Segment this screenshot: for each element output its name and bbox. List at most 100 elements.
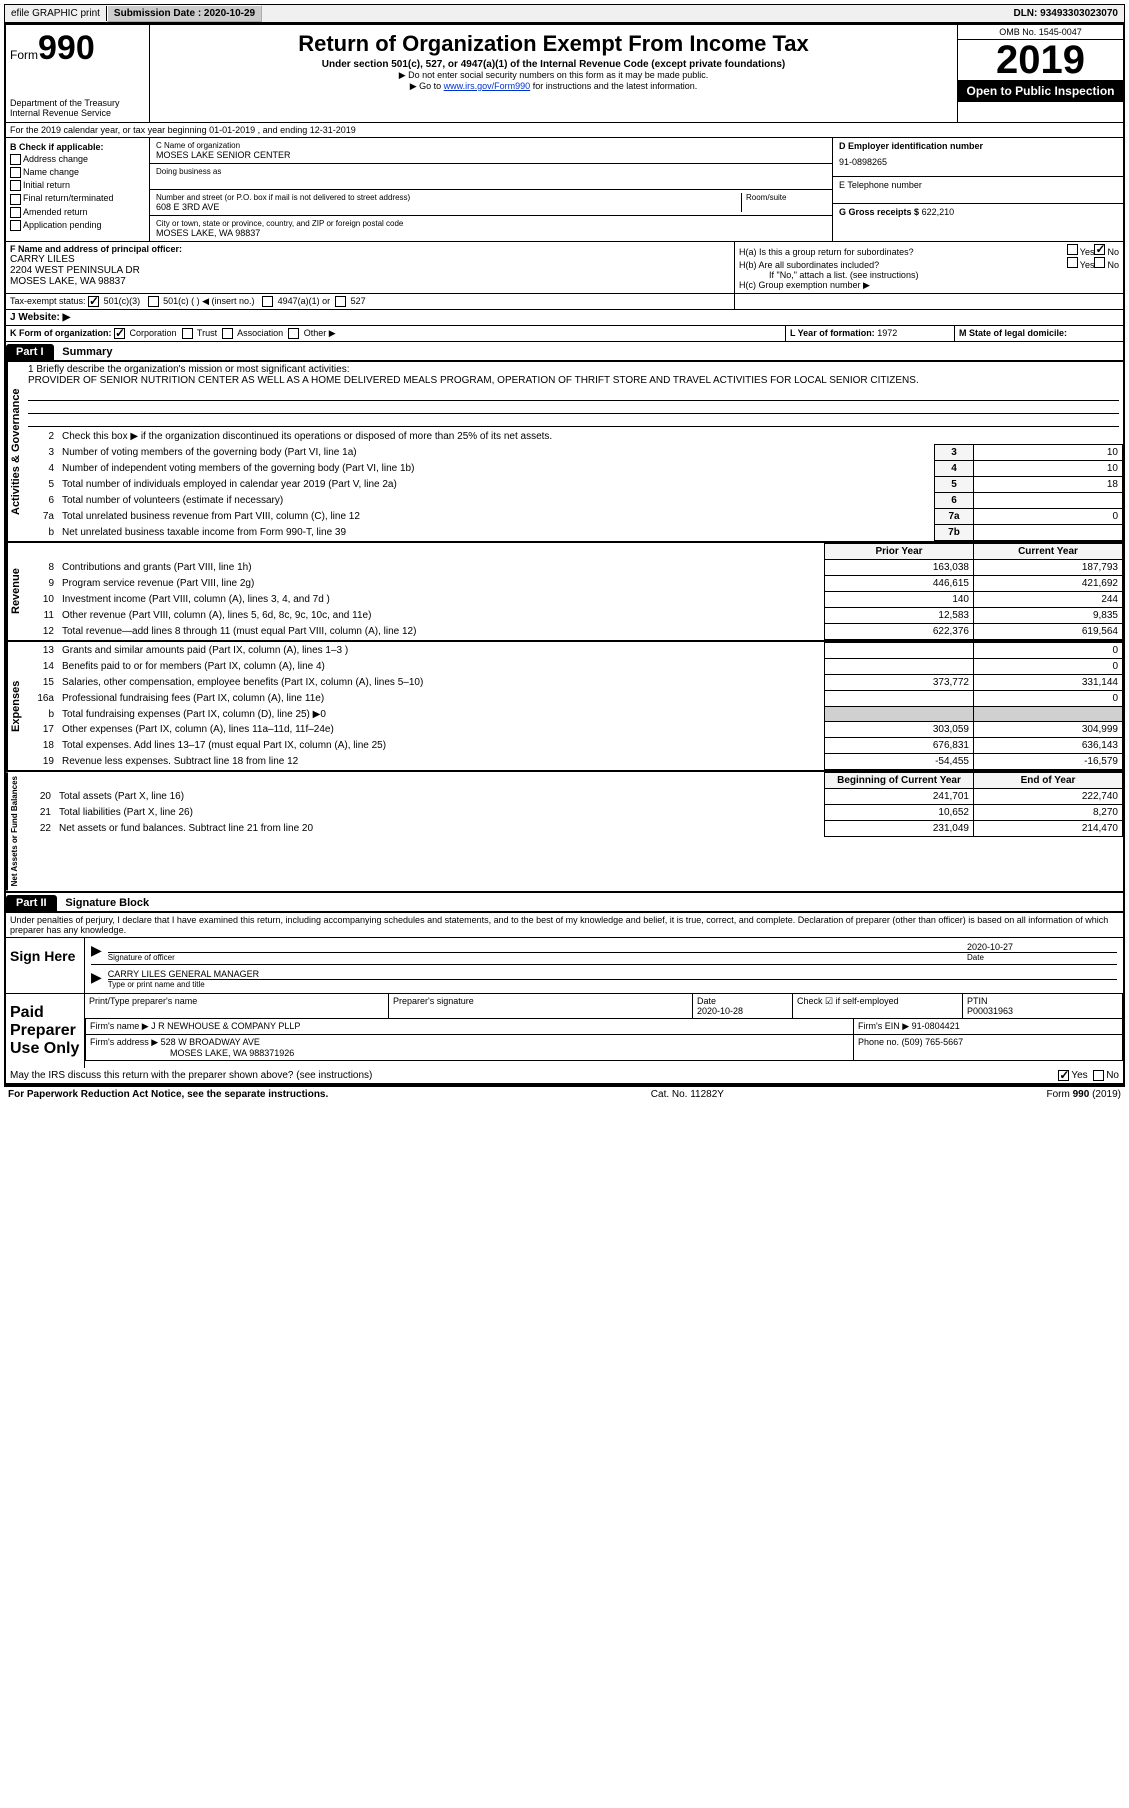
k-corp[interactable] <box>114 328 125 339</box>
sig-date-lbl: Date <box>967 952 1117 962</box>
table-row: 5Total number of individuals employed in… <box>24 477 1123 493</box>
col-mid: C Name of organization MOSES LAKE SENIOR… <box>150 138 832 241</box>
section-FH: F Name and address of principal officer:… <box>6 242 1123 294</box>
year-box: OMB No. 1545-0047 2019 Open to Public In… <box>958 25 1123 122</box>
form-title: Return of Organization Exempt From Incom… <box>154 31 953 57</box>
ha-no[interactable] <box>1094 244 1105 255</box>
discuss-yes[interactable] <box>1058 1070 1069 1081</box>
part1-bar: Part I Summary <box>6 342 1123 362</box>
discuss-no[interactable] <box>1093 1070 1104 1081</box>
sign-here-row: Sign Here ▶ Signature of officer 2020-10… <box>6 937 1123 993</box>
k-o0: Corporation <box>130 328 177 338</box>
hb-yes[interactable] <box>1067 257 1078 268</box>
F-lbl: F Name and address of principal officer: <box>10 244 730 254</box>
checkbox-address[interactable] <box>10 154 21 165</box>
tax-501c3[interactable] <box>88 296 99 307</box>
room-lbl: Room/suite <box>746 193 826 202</box>
prep-date: 2020-10-28 <box>697 1006 743 1016</box>
city: MOSES LAKE, WA 98837 <box>156 228 826 238</box>
ein-lbl: Firm's EIN ▶ <box>858 1021 909 1031</box>
hb-no[interactable] <box>1094 257 1105 268</box>
part2-hdr: Part II <box>6 895 57 911</box>
k-o2: Association <box>237 328 283 338</box>
checkbox-initial[interactable] <box>10 180 21 191</box>
col-B: B Check if applicable: Address change Na… <box>6 138 150 241</box>
table-row: 7aTotal unrelated business revenue from … <box>24 509 1123 525</box>
phone-lbl: Phone no. <box>858 1037 899 1047</box>
sig-name-lbl: Type or print name and title <box>108 979 1117 989</box>
Hb-note: If "No," attach a list. (see instruction… <box>739 270 1119 280</box>
tax-501c[interactable] <box>148 296 159 307</box>
table-row: bTotal fundraising expenses (Part IX, co… <box>24 707 1123 722</box>
form-container: Form990 Department of the Treasury Inter… <box>4 23 1125 1086</box>
line-A: For the 2019 calendar year, or tax year … <box>6 123 1123 138</box>
table-row: 8Contributions and grants (Part VIII, li… <box>24 560 1123 576</box>
rev-table: Prior YearCurrent Year 8Contributions an… <box>24 543 1123 640</box>
k-assoc[interactable] <box>222 328 233 339</box>
section-bcdefg: B Check if applicable: Address change Na… <box>6 138 1123 242</box>
c-name-lbl: C Name of organization <box>156 141 826 150</box>
prep-h3: Date <box>697 996 716 1006</box>
addr: 608 E 3RD AVE <box>156 202 741 212</box>
K-lbl: K Form of organization: <box>10 328 112 338</box>
prep-grid: Print/Type preparer's name Preparer's si… <box>85 994 1123 1019</box>
addr-lbl: Number and street (or P.O. box if mail i… <box>156 193 741 202</box>
part1-hdr: Part I <box>6 344 54 360</box>
goto-post: for instructions and the latest informat… <box>530 81 697 91</box>
table-row: 19Revenue less expenses. Subtract line 1… <box>24 754 1123 770</box>
L-val: 1972 <box>877 328 897 338</box>
tax-527[interactable] <box>335 296 346 307</box>
phone: (509) 765-5667 <box>902 1037 964 1047</box>
tax-o2: 4947(a)(1) or <box>278 296 331 306</box>
ptin: P00031963 <box>967 1006 1013 1016</box>
website-row: J Website: ▶ <box>6 310 1123 326</box>
part1-title: Summary <box>56 346 112 358</box>
b-opt-0: Address change <box>23 154 88 164</box>
table-row: 9Program service revenue (Part VIII, lin… <box>24 576 1123 592</box>
irs-link[interactable]: www.irs.gov/Form990 <box>444 81 531 91</box>
firm-lbl: Firm's name ▶ <box>90 1021 149 1031</box>
paid-title: Paid Preparer Use Only <box>6 994 85 1068</box>
F-name: CARRY LILES <box>10 254 730 265</box>
prep-h4: Check ☑ if self-employed <box>792 993 963 1019</box>
firm: J R NEWHOUSE & COMPANY PLLP <box>151 1021 300 1031</box>
J: J Website: ▶ <box>6 310 1123 325</box>
k-trust[interactable] <box>182 328 193 339</box>
faddr1: 528 W BROADWAY AVE <box>161 1037 260 1047</box>
Ha: H(a) Is this a group return for subordin… <box>739 247 1067 257</box>
table-row: 20Total assets (Part X, line 16)241,7012… <box>21 789 1123 805</box>
table-row: 4Number of independent voting members of… <box>24 461 1123 477</box>
revenue-section: Revenue Prior YearCurrent Year 8Contribu… <box>6 543 1123 642</box>
Hb: H(b) Are all subordinates included? <box>739 260 1067 270</box>
vlabel-na: Net Assets or Fund Balances <box>6 772 21 890</box>
part2-bar: Part II Signature Block <box>6 893 1123 913</box>
penalty-text: Under penalties of perjury, I declare th… <box>6 913 1123 937</box>
paid-preparer-row: Paid Preparer Use Only Print/Type prepar… <box>6 993 1123 1068</box>
submission-date-button[interactable]: Submission Date : 2020-10-29 <box>107 5 262 22</box>
ha-yes[interactable] <box>1067 244 1078 255</box>
b-opt-1: Name change <box>23 167 79 177</box>
checkbox-name[interactable] <box>10 167 21 178</box>
checkbox-amended[interactable] <box>10 207 21 218</box>
b-opt-2: Initial return <box>23 180 70 190</box>
checkbox-final[interactable] <box>10 194 21 205</box>
F-addr1: 2204 WEST PENINSULA DR <box>10 265 730 276</box>
table-row: 13Grants and similar amounts paid (Part … <box>24 643 1123 659</box>
L-lbl: L Year of formation: <box>790 328 875 338</box>
checkbox-pending[interactable] <box>10 220 21 231</box>
footer: For Paperwork Reduction Act Notice, see … <box>4 1086 1125 1102</box>
dln-label: DLN: 93493303023070 <box>1007 6 1124 21</box>
footer-c: Cat. No. 11282Y <box>651 1089 724 1100</box>
tax-o0: 501(c)(3) <box>104 296 141 306</box>
tax-4947[interactable] <box>262 296 273 307</box>
table-row: 21Total liabilities (Part X, line 26)10,… <box>21 805 1123 821</box>
firm-ein: 91-0804421 <box>912 1021 960 1031</box>
b-opt-5: Application pending <box>23 220 102 230</box>
B-title: B Check if applicable: <box>10 142 145 152</box>
table-row: 3Number of voting members of the governi… <box>24 445 1123 461</box>
title-box: Return of Organization Exempt From Incom… <box>150 25 958 122</box>
cy-hdr: Current Year <box>974 544 1123 560</box>
k-other[interactable] <box>288 328 299 339</box>
expenses-section: Expenses 13Grants and similar amounts pa… <box>6 642 1123 772</box>
faddr2: MOSES LAKE, WA 988371926 <box>90 1048 849 1058</box>
